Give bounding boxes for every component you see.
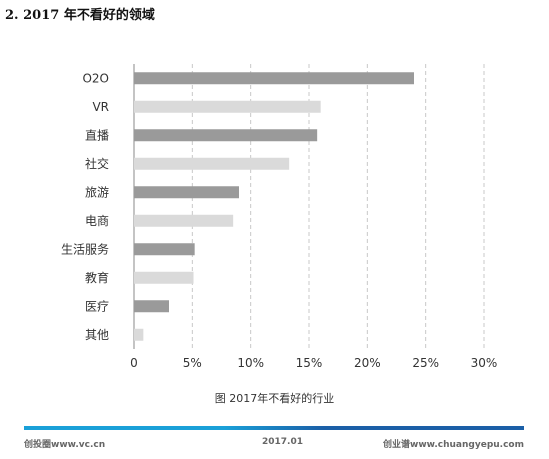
footer-date: 2017.01: [262, 437, 303, 447]
category-label: 教育: [85, 270, 109, 285]
bar: [134, 100, 321, 113]
bar: [134, 129, 318, 142]
bar: [134, 72, 414, 85]
bar: [134, 328, 144, 341]
x-tick-label: 25%: [412, 356, 439, 370]
bar: [134, 214, 234, 227]
heading-number: 2. 2017: [5, 8, 60, 23]
bar: [134, 157, 290, 170]
bar: [134, 271, 194, 284]
category-label: 直播: [85, 128, 109, 142]
chart-caption: 图 2017年不看好的行业: [214, 392, 335, 405]
category-label: 电商: [85, 213, 109, 228]
category-label: 旅游: [85, 185, 109, 199]
category-label: O2O: [82, 71, 109, 85]
section-heading: 2. 2017 年不看好的领域: [5, 4, 155, 23]
bar: [134, 300, 169, 313]
footer-divider: [24, 426, 524, 430]
x-tick-label: 20%: [354, 356, 381, 370]
footer-right-text: 创业谱www.chuangyepu.com: [383, 440, 524, 450]
category-label: 医疗: [85, 299, 109, 313]
bar: [134, 243, 195, 256]
category-label: 社交: [85, 156, 109, 171]
x-tick-label: 0: [130, 356, 138, 370]
heading-text: 年不看好的领域: [63, 8, 155, 23]
category-label: 生活服务: [61, 241, 109, 256]
x-tick-label: 30%: [471, 356, 498, 370]
x-tick-label: 10%: [237, 356, 264, 370]
category-label: 其他: [85, 328, 109, 342]
bar: [134, 186, 239, 199]
footer-left-text: 创投圈www.vc.cn: [24, 440, 106, 450]
x-tick-label: 15%: [296, 356, 323, 370]
category-label: VR: [92, 100, 109, 114]
x-tick-label: 5%: [183, 356, 202, 370]
